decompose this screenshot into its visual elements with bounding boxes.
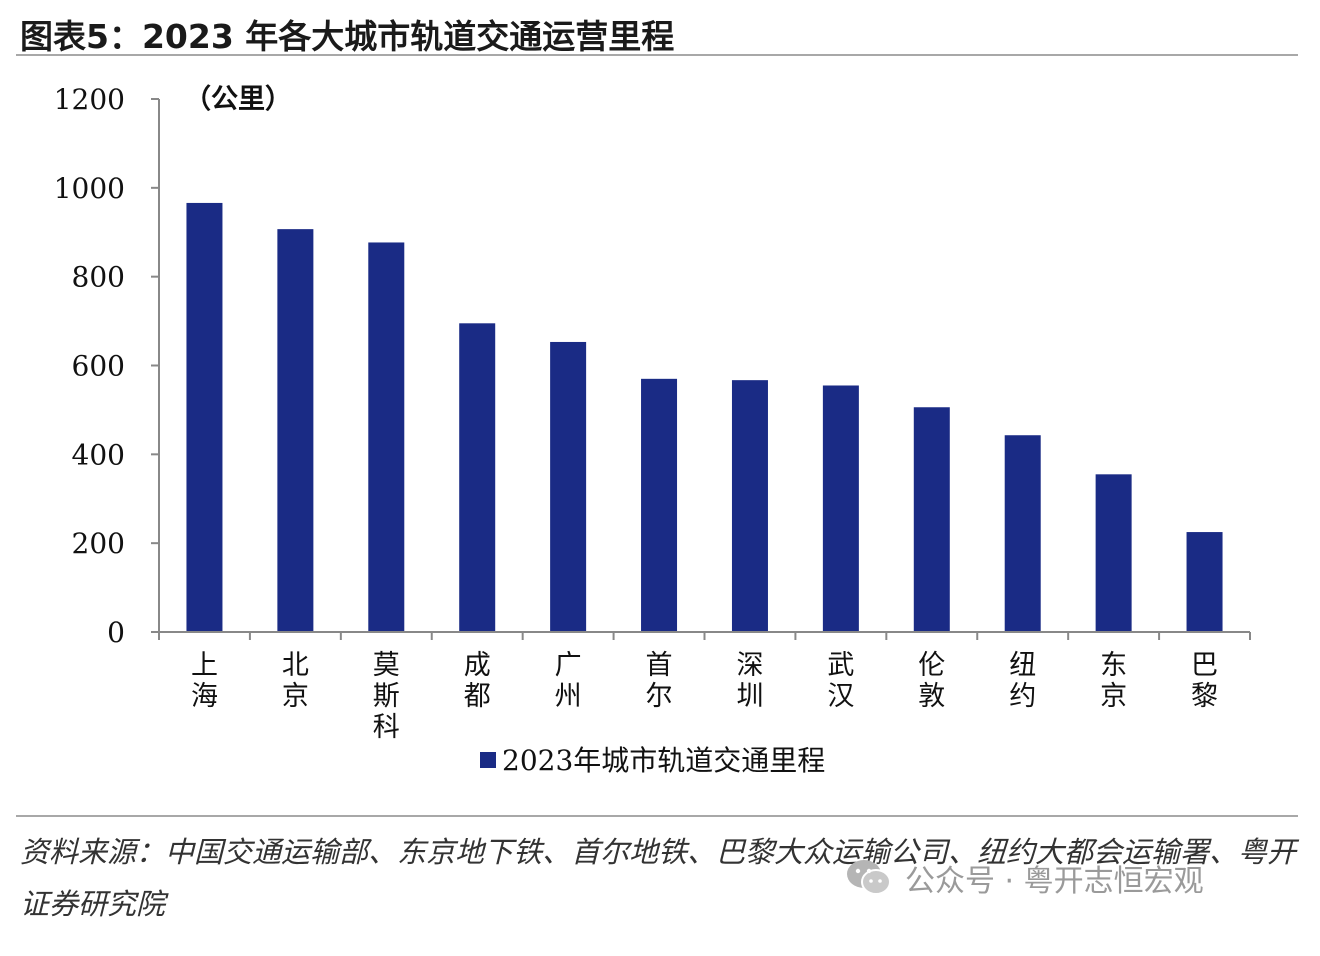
source-note: 资料来源：中国交通运输部、东京地下铁、首尔地铁、巴黎大众运输公司、纽约大都会运输… xyxy=(20,835,1297,921)
x-tick-label: 首尔 xyxy=(646,650,673,712)
legend-swatch xyxy=(480,752,496,768)
watermark: 公众号 · 粤开志恒宏观 xyxy=(845,856,1204,900)
bar-2 xyxy=(368,242,405,633)
legend-label: 2023年城市轨道交通里程 xyxy=(502,744,825,777)
x-tick-label: 纽约 xyxy=(1009,650,1036,712)
title-divider xyxy=(16,54,1298,56)
x-tick-label: 莫斯科 xyxy=(373,650,400,743)
y-tick-label: 1000 xyxy=(54,172,125,205)
watermark-text: 公众号 · 粤开志恒宏观 xyxy=(905,864,1204,899)
bar-5 xyxy=(641,378,678,632)
x-tick-label: 成都 xyxy=(464,650,491,712)
bar-9 xyxy=(1004,435,1041,632)
x-tick-label: 伦敦 xyxy=(918,650,945,712)
y-axis: 0 200 400 600 800 1000 1200 xyxy=(54,83,160,649)
bar-chart: 0 200 400 600 800 1000 1200 上海 北京 莫斯科 成都 广州 首尔 深圳 武汉 伦… xyxy=(54,83,1251,777)
bar-8 xyxy=(913,407,950,632)
bar-6 xyxy=(731,380,768,632)
x-tick-label: 上海 xyxy=(191,650,218,712)
x-tick-label: 东京 xyxy=(1100,650,1127,712)
legend: 2023年城市轨道交通里程 xyxy=(480,744,825,777)
chart-title: 图表5：2023 年各大城市轨道交通运营里程 xyxy=(20,17,675,56)
bar-11 xyxy=(1186,532,1223,632)
x-tick-label: 广州 xyxy=(555,650,582,712)
x-axis: 上海 北京 莫斯科 成都 广州 首尔 深圳 武汉 伦敦 纽约 东京 巴黎 xyxy=(158,631,1251,743)
y-unit-label: （公里） xyxy=(184,84,292,115)
x-tick-label: 武汉 xyxy=(827,650,854,712)
bar-3 xyxy=(459,323,496,632)
bar-10 xyxy=(1095,474,1132,632)
bar-0 xyxy=(186,202,223,632)
bar-1 xyxy=(277,229,314,632)
y-tick-label: 800 xyxy=(72,261,125,294)
x-tick-label: 北京 xyxy=(282,650,309,712)
y-tick-label: 400 xyxy=(72,438,125,471)
y-tick-label: 0 xyxy=(107,616,125,649)
bars xyxy=(186,202,1223,633)
y-tick-label: 200 xyxy=(72,527,125,560)
wechat-icon xyxy=(847,860,891,895)
y-tick-label: 600 xyxy=(72,350,125,383)
x-tick-label: 巴黎 xyxy=(1191,650,1218,712)
bar-4 xyxy=(550,341,587,632)
bar-7 xyxy=(822,385,859,632)
x-tick-label: 深圳 xyxy=(736,650,763,712)
y-tick-label: 1200 xyxy=(54,83,125,116)
source-divider xyxy=(16,815,1298,817)
